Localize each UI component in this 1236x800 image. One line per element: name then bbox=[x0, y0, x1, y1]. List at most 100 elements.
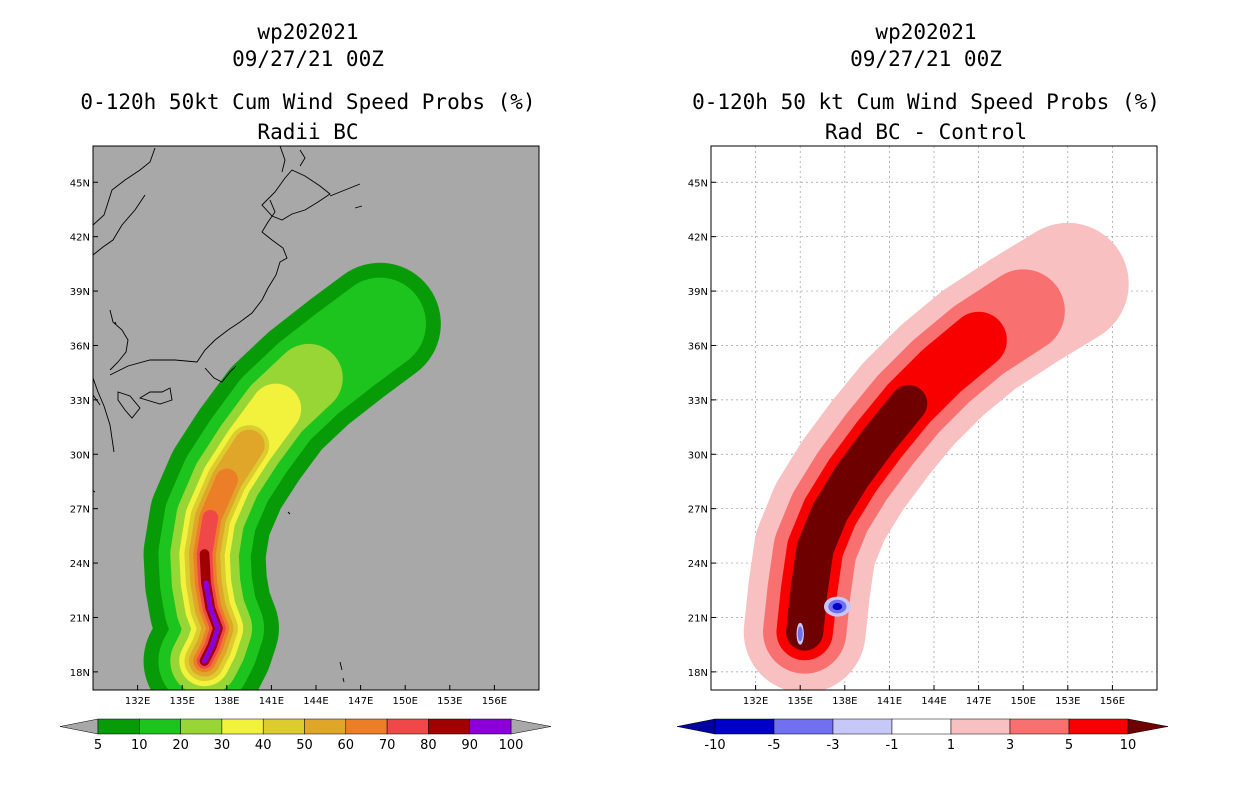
coast-sakhalin bbox=[279, 146, 363, 209]
datetime-right: 09/27/21 00Z bbox=[850, 47, 1002, 71]
colorbar-swatch bbox=[773, 718, 834, 735]
subtitle-right: Rad BC - Control bbox=[825, 120, 1027, 144]
colorbar-low-arrow bbox=[59, 718, 99, 735]
x-tick-label: 135E bbox=[787, 696, 812, 707]
x-tick-label: 150E bbox=[392, 696, 417, 707]
x-tick-label: 153E bbox=[1055, 696, 1080, 707]
x-tick-label: 132E bbox=[743, 696, 768, 707]
coast-mainland-asia bbox=[93, 147, 156, 453]
y-tick-label: 33N bbox=[70, 396, 90, 407]
colorbar-label: 10 bbox=[131, 738, 148, 753]
colorbar-swatch bbox=[221, 718, 264, 735]
x-tick-label: 147E bbox=[966, 696, 991, 707]
y-tick-label: 39N bbox=[70, 287, 90, 298]
colorbar-low-arrow bbox=[676, 718, 716, 735]
colorbar-label: 100 bbox=[499, 738, 524, 753]
colorbar-swatch bbox=[1009, 718, 1070, 735]
colorbar-label: -1 bbox=[886, 738, 899, 753]
colorbar-swatch bbox=[304, 718, 347, 735]
colorbar-swatch bbox=[950, 718, 1011, 735]
coast-korea bbox=[109, 309, 129, 371]
colorbar-label: 90 bbox=[461, 738, 478, 753]
storm-id-right: wp202021 bbox=[875, 20, 976, 44]
datetime-left: 09/27/21 00Z bbox=[232, 47, 384, 71]
colorbar-swatch bbox=[97, 718, 140, 735]
x-tick-label: 150E bbox=[1010, 696, 1035, 707]
contour-band-3 bbox=[786, 384, 928, 651]
probability-contours-left bbox=[143, 262, 441, 690]
y-tick-label: 36N bbox=[70, 341, 90, 352]
x-tick-label: 135E bbox=[169, 696, 194, 707]
colorbar-label: 30 bbox=[214, 738, 231, 753]
x-tick-label: 132E bbox=[125, 696, 150, 707]
x-tick-label: 141E bbox=[259, 696, 284, 707]
x-tick-label: 144E bbox=[303, 696, 328, 707]
panel-rad-bc-minus-control: wp202021 09/27/21 00Z 0-120h 50 kt Cum W… bbox=[676, 20, 1169, 753]
colorbar-label: 10 bbox=[1120, 738, 1137, 753]
colorbar-label: 40 bbox=[255, 738, 272, 753]
x-tick-label: 138E bbox=[214, 696, 239, 707]
colorbar-swatch bbox=[469, 718, 512, 735]
colorbar-swatch bbox=[262, 718, 305, 735]
y-tick-label: 45N bbox=[70, 178, 90, 189]
colorbar-label: 70 bbox=[379, 738, 396, 753]
negative-blob-1-level-1 bbox=[797, 626, 803, 642]
y-tick-label: 36N bbox=[688, 341, 708, 352]
colorbar-high-arrow bbox=[1127, 718, 1169, 735]
panel-radii-bc: wp202021 09/27/21 00Z 0-120h 50kt Cum Wi… bbox=[59, 20, 552, 753]
title-left: 0-120h 50kt Cum Wind Speed Probs (%) bbox=[80, 90, 535, 114]
colorbar-label: 5 bbox=[1065, 738, 1073, 753]
coast-japan bbox=[109, 199, 288, 419]
y-tick-label: 33N bbox=[688, 396, 708, 407]
coastlines-left bbox=[93, 146, 363, 683]
y-tick-label: 18N bbox=[688, 668, 708, 679]
y-tick-label: 21N bbox=[688, 613, 708, 624]
colorbar-swatch bbox=[386, 718, 429, 735]
colorbar-swatch bbox=[345, 718, 388, 735]
colorbar-swatch bbox=[139, 718, 181, 735]
x-tick-label: 156E bbox=[482, 696, 507, 707]
subtitle-left: Radii BC bbox=[257, 120, 358, 144]
y-tick-label: 24N bbox=[70, 559, 90, 570]
colorbar-label: 3 bbox=[1006, 738, 1014, 753]
colorbar-label: -3 bbox=[827, 738, 840, 753]
x-tick-label: 147E bbox=[348, 696, 373, 707]
negative-blob-0-level-2 bbox=[832, 602, 843, 611]
colorbar-label: 20 bbox=[172, 738, 189, 753]
coast-hokkaido bbox=[261, 169, 331, 221]
y-tick-label: 27N bbox=[688, 505, 708, 516]
y-tick-label: 27N bbox=[70, 505, 90, 516]
title-right: 0-120h 50 kt Cum Wind Speed Probs (%) bbox=[692, 90, 1160, 114]
x-tick-label: 138E bbox=[832, 696, 857, 707]
y-tick-label: 42N bbox=[688, 233, 708, 244]
contour-band-9 bbox=[201, 580, 221, 664]
colorbar-swatch bbox=[180, 718, 223, 735]
colorbar-label: 5 bbox=[94, 738, 102, 753]
x-tick-label: 153E bbox=[437, 696, 462, 707]
y-tick-label: 30N bbox=[688, 450, 708, 461]
x-tick-label: 144E bbox=[921, 696, 946, 707]
colorbar-label: -10 bbox=[704, 738, 725, 753]
colorbar-swatch bbox=[832, 718, 893, 735]
colorbar-high-arrow bbox=[510, 718, 552, 735]
y-tick-label: 30N bbox=[70, 450, 90, 461]
y-tick-label: 45N bbox=[688, 178, 708, 189]
x-tick-label: 141E bbox=[877, 696, 902, 707]
colorbar-swatch bbox=[1068, 718, 1129, 735]
axis-ticks-left: 132E 135E 138E 141E 144E 147E 150E 153E 156E 18N 2… bbox=[70, 178, 507, 707]
y-tick-label: 21N bbox=[70, 613, 90, 624]
colorbar-swatch bbox=[891, 718, 952, 735]
colorbar-label: -5 bbox=[768, 738, 781, 753]
x-tick-label: 156E bbox=[1100, 696, 1125, 707]
y-tick-label: 24N bbox=[688, 559, 708, 570]
colorbar-swatch bbox=[428, 718, 470, 735]
y-tick-label: 18N bbox=[70, 668, 90, 679]
y-tick-label: 39N bbox=[688, 287, 708, 298]
colorbar-label: 1 bbox=[947, 738, 955, 753]
colorbar-left: 5 10 20 30 40 50 60 70 80 90 100 bbox=[59, 718, 552, 753]
axis-ticks-right: 132E 135E 138E 141E 144E 147E 150E 153E 156E 18N 2… bbox=[688, 178, 1125, 707]
colorbar-swatch bbox=[714, 718, 775, 735]
difference-contours-right bbox=[743, 222, 1129, 690]
y-tick-label: 42N bbox=[70, 233, 90, 244]
